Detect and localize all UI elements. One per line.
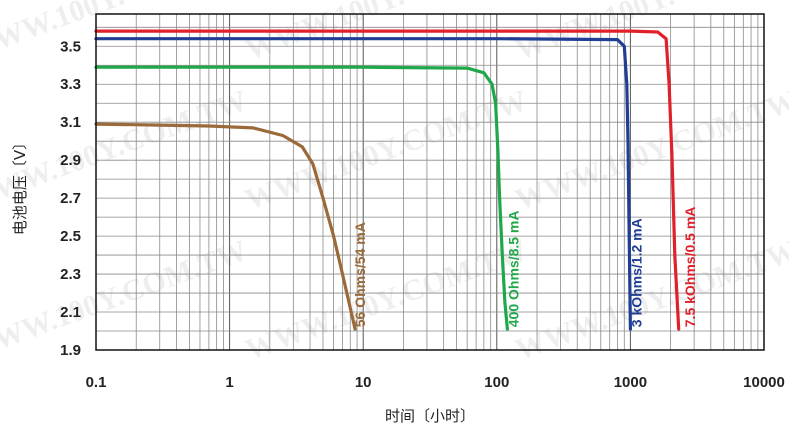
y-tick-label: 2.9: [60, 152, 81, 169]
series-line-3: [94, 29, 681, 331]
y-tick-label: 1.9: [60, 342, 81, 359]
watermark-text: WWW.100Y.COM.TW: [241, 84, 531, 217]
x-tick-label: 10: [355, 374, 372, 391]
series-line-2: [94, 37, 633, 331]
x-axis-title: 时间〔小时〕: [385, 407, 475, 425]
y-tick-label: 3.3: [60, 76, 81, 93]
series-label-1: 400 Ohms/8.5 mA: [505, 210, 521, 327]
series-label-3: 7.5 kOhms/0.5 mA: [682, 207, 698, 328]
watermark-text: WWW.100Y.COM.TW: [0, 84, 251, 217]
series-line-1: [94, 65, 509, 331]
y-axis-title: 电池电压〔V〕: [11, 135, 29, 235]
watermark-text: WWW.100Y.COM.TW: [241, 234, 531, 367]
x-tick-label: 1: [225, 374, 233, 391]
x-tick-label: 100: [484, 374, 509, 391]
watermark-text: WWW.100Y.COM.TW: [0, 0, 251, 67]
series-lines: [94, 29, 681, 331]
x-tick-label: 0.1: [86, 374, 107, 391]
x-tick-label: 10000: [743, 374, 785, 391]
series-labels: 56 Ohms/54 mA 400 Ohms/8.5 mA 3 kOhms/1.2 …: [352, 207, 698, 328]
watermark-text: WWW.100Y.COM.TW: [511, 234, 789, 367]
watermark-text: WWW.100Y.COM.TW: [0, 234, 251, 367]
grid: [96, 14, 764, 351]
series-label-0: 56 Ohms/54 mA: [352, 222, 368, 327]
y-tick-labels: 1.9 2.1 2.3 2.5 2.7 2.9 3.1 3.3 3.5: [60, 38, 81, 359]
y-tick-label: 2.1: [60, 304, 81, 321]
y-tick-label: 3.5: [60, 38, 81, 55]
y-tick-label: 3.1: [60, 114, 81, 131]
series-line-0: [94, 122, 357, 331]
watermark-text: WWW.100Y.COM.TW: [511, 84, 789, 217]
x-tick-label: 1000: [614, 374, 647, 391]
series-label-2: 3 kOhms/1.2 mA: [628, 218, 644, 327]
x-tick-labels: 0.1 1 10 100 1000 10000: [86, 374, 785, 391]
y-tick-label: 2.5: [60, 228, 81, 245]
y-tick-label: 2.7: [60, 190, 81, 207]
watermark-text: WWW.100Y.COM.TW: [241, 0, 531, 67]
y-tick-label: 2.3: [60, 266, 81, 283]
plot-frame: [95, 13, 765, 351]
